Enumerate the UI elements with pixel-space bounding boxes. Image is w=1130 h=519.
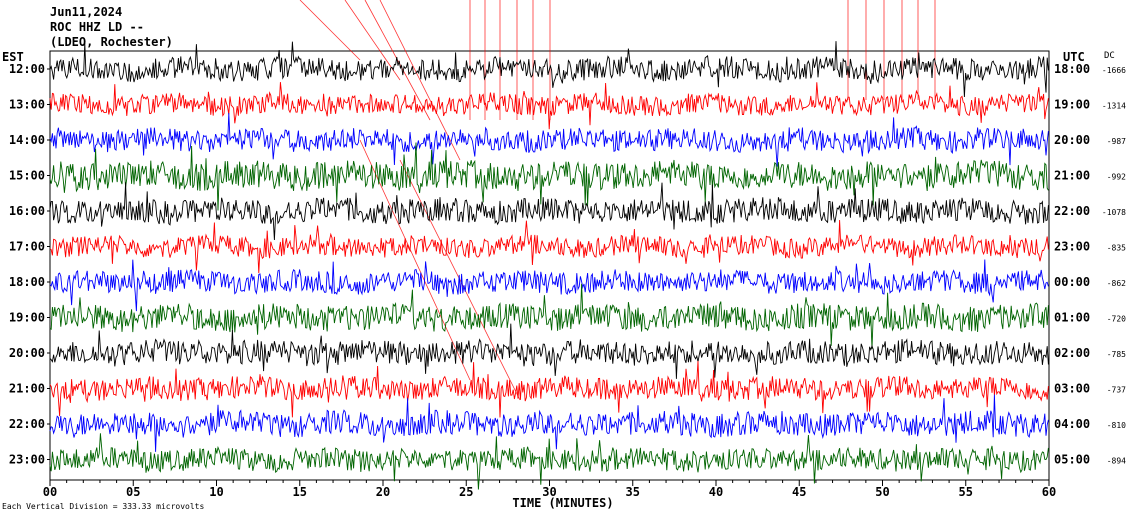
trace-1600 [49,182,1049,241]
est-label: 22:00 [9,417,45,431]
est-label: 18:00 [9,275,45,289]
record-date: Jun11,2024 [50,5,122,19]
dc-value: -992 [1107,173,1126,182]
seismic-traces [49,41,1049,490]
est-label: 21:00 [9,382,45,396]
trace-2300 [49,433,1049,490]
dc-value: -1314 [1102,102,1126,111]
utc-label: 23:00 [1054,240,1090,254]
x-tick-label: 30 [542,485,556,499]
event-marker-line [299,0,361,61]
est-label: 20:00 [9,346,45,360]
network-name: (LDEO, Rochester) [50,35,173,49]
x-tick-label: 55 [959,485,973,499]
event-marker-line [379,0,461,161]
x-tick-label: 50 [875,485,889,499]
dc-value: -785 [1107,350,1126,359]
trace-1200 [49,41,1049,98]
row-labels: 12:00 18:00 -1666 13:00 19:00 -1314 14:00 20:00… [9,62,1126,467]
utc-axis-title: UTC [1063,50,1085,64]
scale-note: Each Vertical Division = 333.33 microvol… [2,502,204,511]
dc-value: -894 [1107,457,1126,466]
x-tick-label: 35 [626,485,640,499]
utc-label: 05:00 [1054,453,1090,467]
dc-value: -835 [1107,244,1126,253]
utc-label: 02:00 [1054,346,1090,360]
est-label: 12:00 [9,62,45,76]
est-label: 19:00 [9,311,45,325]
station-code: ROC HHZ LD -- [50,20,144,34]
utc-label: 01:00 [1054,311,1090,325]
utc-label: 18:00 [1054,62,1090,76]
est-label: 16:00 [9,204,45,218]
dc-axis-title: DC [1104,51,1115,61]
trace-1700 [49,219,1049,274]
est-label: 14:00 [9,133,45,147]
utc-label: 04:00 [1054,417,1090,431]
trace-1300 [49,82,1049,130]
dc-value: -862 [1107,279,1126,288]
utc-label: 20:00 [1054,133,1090,147]
utc-label: 22:00 [1054,204,1090,218]
trace-1500 [49,142,1049,211]
event-markers [299,0,936,401]
x-axis-title: TIME (MINUTES) [512,496,613,510]
trace-1400 [49,112,1049,167]
utc-label: 03:00 [1054,382,1090,396]
trace-2000 [49,323,1049,379]
dc-value: -720 [1107,315,1126,324]
est-axis-title: EST [2,50,24,64]
event-marker-line [344,0,401,81]
trace-1800 [49,259,1049,312]
trace-2200 [49,394,1049,452]
x-tick-label: 05 [126,485,140,499]
trace-2100 [49,360,1049,418]
event-marker-line [359,139,471,381]
trace-1900 [49,283,1049,349]
x-tick-label: 40 [709,485,723,499]
est-label: 15:00 [9,169,45,183]
utc-label: 19:00 [1054,98,1090,112]
est-label: 17:00 [9,240,45,254]
x-tick-label: 00 [43,485,57,499]
event-marker-line [399,159,521,401]
x-tick-label: 60 [1042,485,1056,499]
utc-label: 21:00 [1054,169,1090,183]
plot-frame [49,50,1050,481]
dc-value: -810 [1107,421,1126,430]
utc-label: 00:00 [1054,275,1090,289]
est-label: 13:00 [9,98,45,112]
dc-value: -1078 [1102,208,1126,217]
x-axis: 00 05 10 15 20 25 30 35 40 45 50 55 60 [43,480,1056,499]
dc-value: -737 [1107,386,1126,395]
dc-value: -1666 [1102,66,1126,75]
dc-value: -987 [1107,137,1126,146]
x-tick-label: 45 [792,485,806,499]
x-tick-label: 25 [459,485,473,499]
est-label: 23:00 [9,453,45,467]
x-tick-label: 20 [376,485,390,499]
x-tick-label: 10 [209,485,223,499]
x-tick-label: 15 [293,485,307,499]
